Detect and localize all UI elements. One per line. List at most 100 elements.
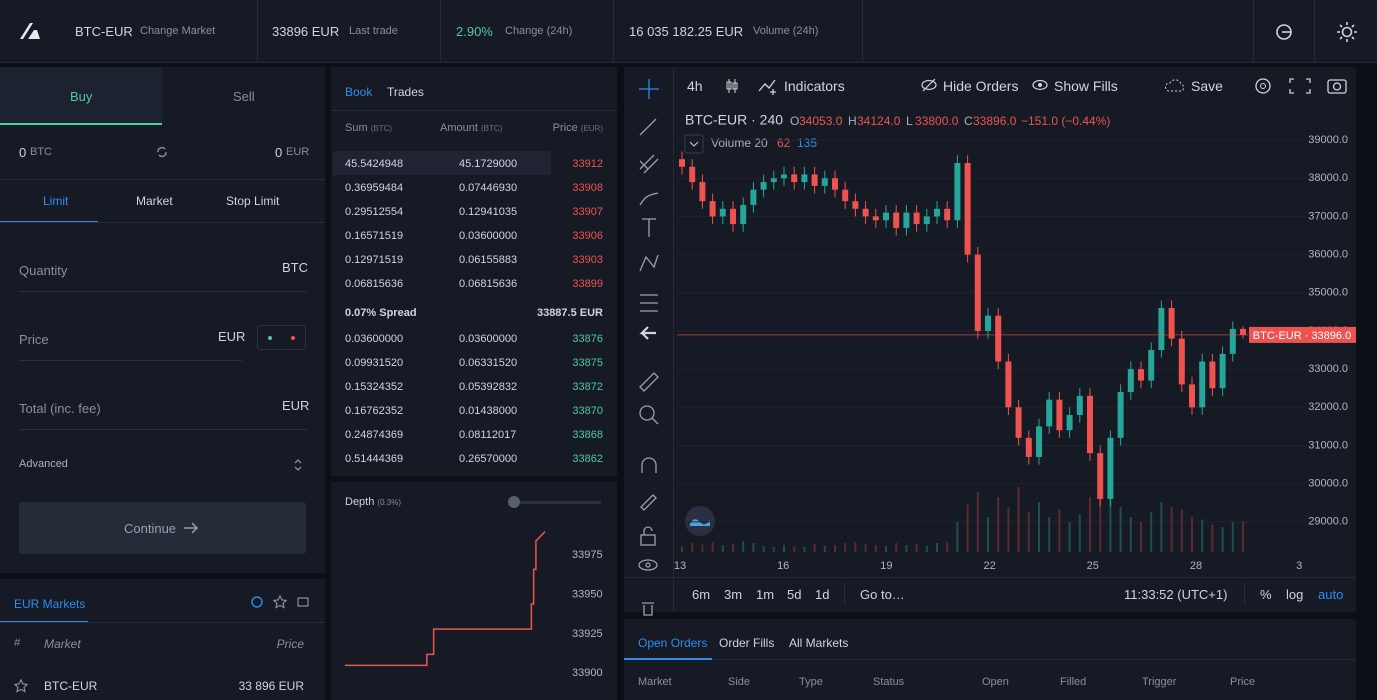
book-col: Price (EUR) (552, 122, 603, 134)
orders-tab[interactable]: All Markets (789, 636, 849, 650)
total-unit: EUR (282, 398, 310, 413)
book-price: 33870 (572, 405, 603, 417)
book-price: 33875 (572, 357, 603, 369)
balance-eur: 0 (275, 145, 283, 160)
orders-col: Status (873, 676, 905, 688)
orders-col: Price (1230, 676, 1256, 688)
price-unit: EUR (218, 329, 246, 344)
interval[interactable]: 4h (687, 78, 703, 94)
book-price: 33899 (572, 278, 603, 290)
depth-panel: Depth (0.3%) (331, 482, 617, 700)
price-buttons[interactable] (257, 325, 306, 350)
show-fills[interactable]: Show Fills (1054, 78, 1118, 94)
market-row-name[interactable]: BTC-EUR (44, 679, 98, 693)
book-amount: 0.05392832 (459, 381, 518, 393)
orders-panel: Open Orders Order Fills All Markets Mark… (624, 619, 1356, 700)
logout-icon[interactable] (1274, 22, 1294, 42)
market-tab[interactable]: Market (136, 194, 173, 208)
sell-tab[interactable]: Sell (233, 89, 255, 104)
book-sum: 0.24874369 (345, 429, 404, 441)
market[interactable]: BTC-EUR (75, 24, 133, 39)
volume: 16 035 182.25 EUR (629, 24, 744, 39)
book-amount: 0.12941035 (459, 206, 518, 218)
trades-tab[interactable]: Trades (387, 85, 424, 99)
book-sum: 0.09931520 (345, 357, 404, 369)
change: 2.90% (456, 24, 493, 39)
book-amount: 0.26570000 (459, 453, 518, 465)
book-price: 33908 (572, 182, 603, 194)
book-sum: 0.12971519 (345, 254, 404, 266)
drawing-tools[interactable] (636, 77, 662, 617)
book-tab[interactable]: Book (345, 85, 373, 99)
change-market[interactable]: Change Market (140, 25, 216, 37)
buy-tab[interactable]: Buy (70, 89, 93, 104)
book-price: 33862 (572, 453, 603, 465)
advanced[interactable]: Advanced (19, 458, 68, 470)
book-amount: 0.07446930 (459, 182, 518, 194)
orders-tab[interactable]: Order Fills (719, 636, 775, 650)
book-sum: 0.16762352 (345, 405, 404, 417)
markets-col: Market (44, 637, 81, 651)
percent-btn[interactable]: % (1260, 587, 1272, 602)
range-btn[interactable]: 1m (756, 587, 775, 602)
indicators[interactable]: Indicators (784, 78, 845, 94)
order-book: Book Trades Sum (BTC) Amount (BTC) Price… (331, 67, 617, 476)
book-price: 33868 (572, 429, 603, 441)
range-btn[interactable]: 6m (692, 587, 711, 602)
quantity-label: Quantity (19, 263, 68, 278)
change-label: Change (24h) (505, 25, 573, 37)
btc-unit: BTC (30, 146, 52, 158)
book-col: Sum (BTC) (345, 122, 393, 134)
top-bar: BTC-EUR Change Market 33896 EUR Last tra… (0, 0, 1377, 63)
book-price: 33903 (572, 254, 603, 266)
market-row-price: 33 896 EUR (238, 679, 304, 693)
markets-title[interactable]: EUR Markets (14, 597, 86, 611)
book-amount: 0.03600000 (459, 230, 518, 242)
markets-col: Price (276, 637, 304, 651)
depth-slider[interactable] (508, 496, 601, 508)
range-btn[interactable]: 1d (815, 587, 830, 602)
book-amount: 0.08112017 (459, 429, 517, 441)
swap-icon[interactable] (155, 145, 169, 159)
theme-icon[interactable] (1336, 21, 1358, 43)
book-sum: 0.36959484 (345, 182, 404, 194)
volume-label: Volume (24h) (753, 25, 819, 37)
auto-btn[interactable]: auto (1318, 587, 1344, 602)
book-price: 33872 (572, 381, 603, 393)
book-price: 33907 (572, 206, 603, 218)
range-btn[interactable]: 3m (724, 587, 743, 602)
book-price: 33912 (572, 158, 603, 170)
spread-price: 33887.5 EUR (536, 307, 603, 319)
orders-col: Trigger (1142, 676, 1177, 688)
price-label: Price (19, 332, 49, 347)
book-sum: 0.15324352 (345, 381, 404, 393)
orders-col: Type (799, 676, 823, 688)
range-btn[interactable]: 5d (787, 587, 802, 602)
log-btn[interactable]: log (1286, 587, 1304, 602)
eur-unit: EUR (286, 146, 310, 158)
advanced-toggle[interactable] (293, 458, 303, 472)
book-amount: 0.06155883 (459, 254, 518, 266)
quantity-unit: BTC (282, 260, 308, 275)
hide-orders[interactable]: Hide Orders (943, 78, 1019, 94)
book-sum: 0.51444369 (345, 453, 404, 465)
book-sum: 0.29512554 (345, 206, 404, 218)
markets-icons[interactable] (250, 595, 310, 609)
book-sum: 45.5424948 (345, 158, 404, 170)
last-trade: 33896 EUR (272, 24, 340, 39)
markets-panel: EUR Markets # Market Price BTC-EUR 33 89… (0, 579, 325, 700)
book-sum: 0.06815636 (345, 278, 404, 290)
orders-tab[interactable]: Open Orders (638, 636, 708, 650)
continue-button[interactable]: Continue (19, 502, 306, 554)
book-sum: 0.03600000 (345, 333, 404, 345)
orders-col: Filled (1060, 676, 1087, 688)
go-to[interactable]: Go to… (860, 587, 905, 602)
spread-label: 0.07% Spread (345, 307, 417, 319)
save[interactable]: Save (1191, 78, 1223, 94)
stop-limit-tab[interactable]: Stop Limit (226, 194, 280, 208)
limit-tab[interactable]: Limit (43, 194, 69, 208)
balance-btc: 0 (19, 145, 27, 160)
book-price: 33876 (572, 333, 603, 345)
last-trade-label: Last trade (349, 25, 398, 37)
